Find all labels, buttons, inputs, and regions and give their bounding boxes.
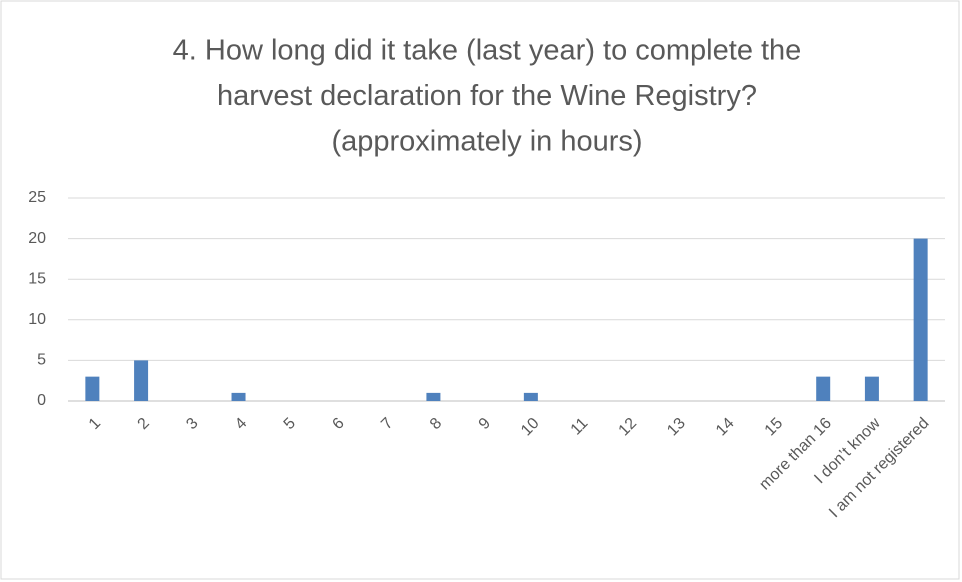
bar <box>231 392 246 401</box>
bar <box>864 376 879 401</box>
chart-title: harvest declaration for the Wine Registr… <box>217 80 757 112</box>
chart-title: 4. How long did it take (last year) to c… <box>173 35 802 67</box>
bar <box>134 360 149 401</box>
bar <box>913 238 928 401</box>
y-tick-label: 5 <box>37 352 46 369</box>
bar <box>816 376 831 401</box>
y-tick-label: 25 <box>28 189 46 206</box>
y-tick-label: 10 <box>28 311 46 328</box>
y-tick-label: 20 <box>28 230 46 247</box>
bar <box>85 376 100 401</box>
bar <box>523 392 538 401</box>
y-tick-label: 15 <box>28 270 46 287</box>
bar <box>426 392 441 401</box>
y-tick-label: 0 <box>37 392 46 409</box>
chart-title: (approximately in hours) <box>331 126 642 158</box>
